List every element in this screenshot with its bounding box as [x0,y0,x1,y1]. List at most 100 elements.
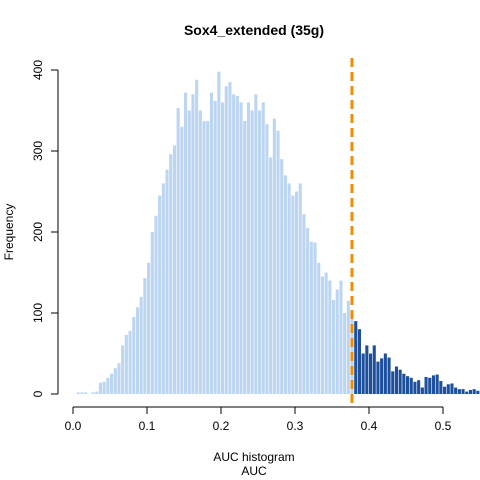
histogram-bar [121,345,125,394]
x-tick-label: 0.4 [361,419,378,433]
histogram-bar [431,375,435,394]
histogram-bar [454,387,458,394]
histogram-bar [213,100,217,394]
histogram-bar [195,79,199,394]
histogram-bar [313,242,317,394]
histogram-bar [391,371,395,394]
histogram-bar [228,82,232,395]
x-tick-label: 0.0 [65,419,82,433]
histogram-bar [365,345,369,394]
x-tick-label: 0.2 [213,419,230,433]
histogram-bar [246,102,250,395]
histogram-bar [172,145,176,394]
histogram-bar [98,382,102,394]
histogram-bar [317,262,321,394]
histogram-bar [124,334,128,394]
histogram-bar [343,313,347,394]
histogram-bar [302,214,306,394]
histogram-bar [117,363,121,394]
x-tick-label: 0.1 [139,419,156,433]
histogram-bar [158,195,162,394]
histogram-bar [147,262,151,394]
histogram-bar [154,215,158,394]
histogram-bar [439,381,443,394]
y-tick-label: 100 [31,303,45,323]
x-axis-label-line2: AUC [241,464,267,478]
histogram-bar [184,92,188,395]
histogram-bar [394,366,398,394]
histogram-bar [387,357,391,394]
histogram-bar [235,95,239,395]
histogram-bar [217,71,221,395]
histogram-bar [76,392,80,394]
histogram-bar [357,329,361,394]
histogram-bar [272,118,276,394]
histogram-bar [139,296,143,394]
histogram-bar [420,387,424,394]
histogram-bar [476,390,480,394]
histogram-bar [113,368,117,394]
histogram-bar [457,389,461,394]
histogram-bar [232,94,236,395]
histogram-bar [446,384,450,394]
y-tick-label: 400 [31,60,45,80]
histogram-bar [187,110,191,394]
histogram-bar [443,386,447,394]
histogram-bar [435,374,439,394]
x-axis: 0.0 0.1 0.2 0.3 0.4 0.5 [65,406,452,433]
histogram-bar [376,361,380,394]
histogram-bar [461,389,465,394]
histogram-bar [269,157,273,394]
y-axis-label: Frequency [2,204,16,261]
histogram-bar [468,389,472,394]
histogram-bar [224,86,228,394]
histogram-bar [298,183,302,394]
histogram-bar [287,183,291,394]
x-axis-label-line1: AUC histogram [213,450,294,464]
histogram-bar [258,110,262,394]
histogram-bar [128,330,132,394]
histogram-bar [110,373,114,394]
histogram-bar [413,381,417,394]
histogram-bar [280,159,284,394]
x-tick-label: 0.3 [287,419,304,433]
histogram-bar [324,272,328,394]
histogram-bar [428,377,432,394]
histogram-bar [398,369,402,394]
histogram-bar [206,121,210,394]
histogram-bar [95,391,99,394]
histogram-bar [283,175,287,394]
histogram-bar [295,191,299,394]
histogram-bar [91,392,95,394]
histogram-bar [239,102,243,395]
histogram-bar [417,380,421,394]
histogram-bar [261,102,265,395]
y-tick-label: 0 [31,390,45,397]
histogram-bar [191,94,195,395]
histogram-bar [354,321,358,394]
histogram-bar [243,121,247,394]
y-tick-label: 200 [31,222,45,242]
histogram-bar [472,389,476,394]
histogram-bars [76,71,480,395]
histogram-bar [169,154,173,394]
y-tick-label: 300 [31,141,45,161]
histogram-bar [424,376,428,394]
histogram-bar [276,130,280,394]
histogram-bar [80,392,84,394]
histogram-bar [372,345,376,394]
histogram-bar [406,376,410,394]
histogram-bar [165,169,169,394]
histogram-bar [383,353,387,394]
histogram-bar [102,381,106,394]
histogram-bar [380,358,384,394]
histogram-bar [361,353,365,394]
histogram-bar [198,110,202,394]
histogram-bar [369,353,373,394]
histogram-bar [346,300,350,394]
histogram-bar [176,108,180,394]
histogram-bar [221,102,225,395]
chart-title: Sox4_extended (35g) [184,22,324,38]
histogram-bar [402,373,406,394]
